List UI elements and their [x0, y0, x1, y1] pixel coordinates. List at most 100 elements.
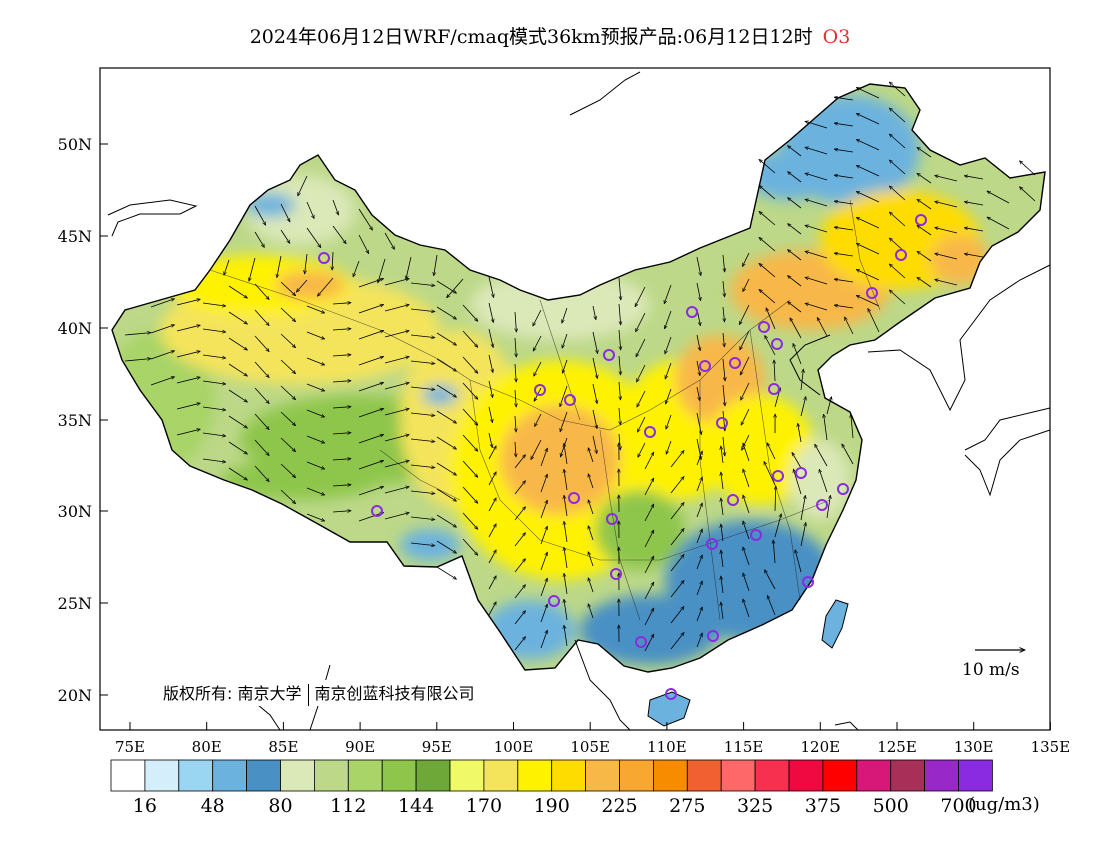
- site-marker: [758, 321, 770, 333]
- site-marker: [727, 494, 739, 506]
- site-marker: [548, 595, 560, 607]
- wind-arrow: [800, 369, 803, 391]
- wind-arrow: [743, 443, 750, 462]
- wind-arrow: [666, 440, 672, 454]
- legend-label: 48: [201, 795, 225, 817]
- wind-arrow: [644, 504, 654, 522]
- wind-arrow: [332, 407, 351, 408]
- wind-arrow: [176, 429, 200, 436]
- wind-arrow: [540, 604, 547, 623]
- legend-swatch: [313, 759, 349, 792]
- wind-vectors: [124, 82, 1036, 652]
- wind-arrow: [964, 176, 984, 180]
- wind-arrow: [588, 578, 594, 593]
- wind-arrow: [834, 253, 854, 257]
- wind-arrow: [759, 185, 776, 200]
- wind-arrow: [889, 186, 906, 201]
- wind-arrow: [889, 212, 906, 227]
- legend-swatch: [178, 759, 214, 792]
- lon-label: 105E: [570, 738, 610, 756]
- wind-arrow: [842, 444, 854, 465]
- wind-arrow: [306, 461, 325, 469]
- wind-arrow: [592, 305, 596, 320]
- wind-arrow: [790, 318, 802, 339]
- china-boundary: [111, 83, 1046, 673]
- wind-arrow: [851, 414, 854, 439]
- lon-label: 100E: [494, 738, 534, 756]
- wind-arrow: [592, 409, 597, 429]
- wind-arrow: [935, 176, 958, 182]
- wind-arrow: [798, 423, 802, 443]
- site-marker: [816, 499, 828, 511]
- wind-arrow: [635, 338, 646, 357]
- wind-arrow: [856, 269, 880, 281]
- wind-arrow: [935, 228, 958, 234]
- wind-arrow: [588, 474, 594, 489]
- wind-arrow: [384, 357, 409, 364]
- wind-arrow: [176, 403, 200, 410]
- wind-arrow: [721, 550, 724, 568]
- wind-arrow: [834, 201, 854, 205]
- wind-arrow: [384, 383, 409, 390]
- wind-arrow: [805, 199, 828, 207]
- wind-arrow: [254, 413, 269, 430]
- legend-swatch: [720, 759, 756, 792]
- lon-label: 75E: [115, 738, 145, 756]
- wind-arrow: [254, 231, 264, 247]
- wind-arrow: [515, 415, 516, 432]
- wind-arrow: [384, 513, 409, 520]
- wind-arrow: [436, 566, 457, 579]
- wind-arrow: [935, 202, 958, 208]
- wind-arrow: [664, 284, 672, 304]
- wind-arrow: [644, 478, 654, 496]
- map-title: 2024年06月12日WRF/cmaq模式36km预报产品:06月12日12时 O…: [0, 22, 1100, 49]
- color-legend: 16 48 80 112 144 170 190 225 275 325 375 500 700: [110, 759, 993, 817]
- wind-arrow: [644, 530, 654, 548]
- wind-arrow: [805, 147, 828, 155]
- site-marker: [768, 383, 780, 395]
- wind-arrow: [696, 334, 700, 351]
- lat-label: 20N: [58, 686, 92, 705]
- wind-arrow: [306, 383, 325, 391]
- copyright-note: 版权所有: 南京大学 南京创蓝科技有限公司: [160, 680, 478, 706]
- copyright-org2: 南京创蓝科技有限公司: [314, 684, 475, 703]
- wind-arrow: [723, 254, 725, 272]
- wind-arrow: [384, 232, 395, 249]
- wind-arrow: [462, 434, 478, 451]
- wind-arrow: [306, 435, 325, 443]
- wind-arrow: [462, 538, 478, 555]
- wind-arrow: [124, 359, 151, 362]
- wind-arrow: [150, 299, 175, 308]
- wind-arrow: [514, 585, 526, 599]
- wind-arrow: [202, 380, 226, 384]
- wind-arrow: [856, 295, 880, 307]
- wind-arrow: [410, 516, 435, 520]
- wind-arrow: [805, 277, 828, 285]
- legend-label: 375: [805, 795, 841, 817]
- wind-arrow: [176, 351, 200, 358]
- wind-arrow: [844, 317, 854, 335]
- wind-arrow: [800, 523, 806, 547]
- wind-arrow: [515, 389, 516, 407]
- wind-arrow: [788, 146, 802, 157]
- wind-arrow: [834, 97, 854, 101]
- wind-arrow: [410, 412, 435, 416]
- wind-arrow: [202, 354, 226, 358]
- wind-arrow: [280, 489, 296, 504]
- wind-arrow: [358, 331, 384, 340]
- wind-arrow: [721, 472, 724, 490]
- wind-arrow: [619, 355, 621, 375]
- wind-arrow: [588, 526, 594, 541]
- site-marker: [564, 394, 576, 406]
- wind-arrow: [488, 380, 493, 398]
- wind-arrow: [358, 234, 369, 254]
- wind-arrow: [592, 331, 598, 354]
- wind-arrow: [228, 337, 247, 350]
- wind-arrow: [332, 303, 351, 304]
- wind-arrow: [410, 542, 435, 546]
- wind-arrow: [670, 633, 684, 650]
- site-marker: [895, 249, 907, 261]
- wind-arrow: [834, 279, 854, 283]
- wind-arrow: [721, 602, 724, 620]
